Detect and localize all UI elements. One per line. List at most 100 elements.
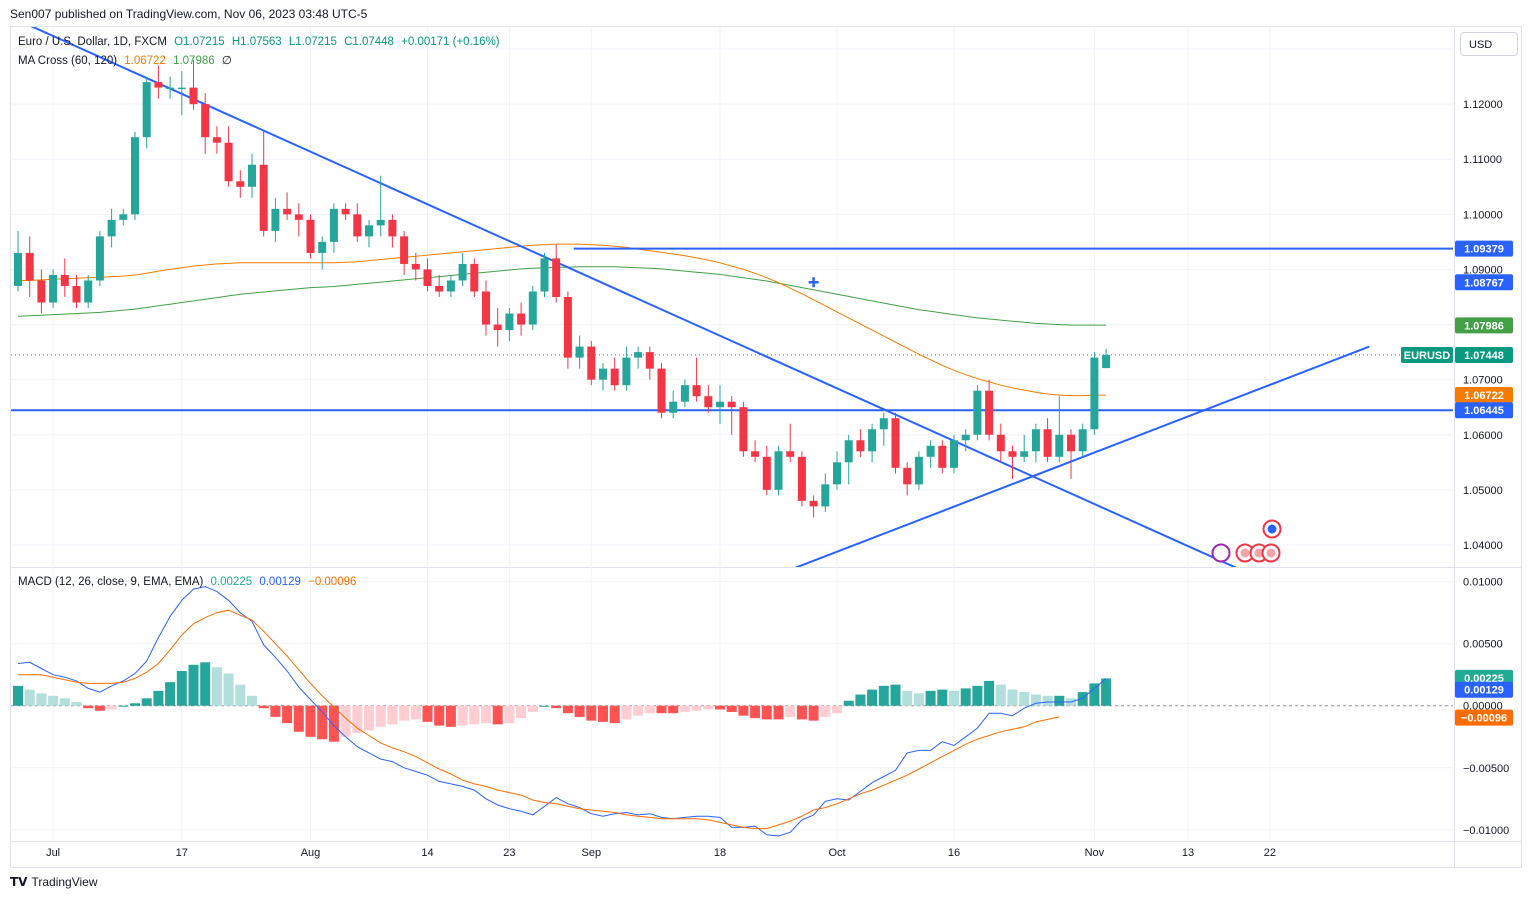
macd-histogram-bar: [668, 705, 679, 714]
macd-histogram-bar: [317, 705, 328, 740]
candle-body: [294, 214, 303, 220]
macd-histogram-bar: [574, 705, 585, 717]
candle-body: [400, 236, 409, 264]
macd-histogram-bar: [141, 698, 152, 706]
macd-histogram-bar: [913, 693, 924, 706]
macd-histogram-bar: [200, 662, 211, 706]
macd-histogram-bar: [270, 705, 281, 717]
macd-histogram-bar: [223, 673, 234, 706]
macd-histogram-bar: [106, 705, 117, 710]
macd-histogram-bar: [586, 705, 597, 721]
macd-histogram-bar: [1101, 678, 1112, 706]
candle-body: [1102, 354, 1111, 369]
macd-histogram-bar: [445, 705, 456, 727]
macd-histogram-bar: [890, 684, 901, 706]
price-axis-label-bg: [1455, 274, 1513, 291]
macd-histogram-bar: [1019, 692, 1030, 706]
macd-histogram-bar: [305, 705, 316, 737]
candle-body: [634, 352, 643, 358]
candle-body: [212, 137, 221, 143]
top-bar: Sen007 published on TradingView.com, Nov…: [0, 0, 1531, 26]
macd-histogram-bar: [235, 684, 246, 706]
macd-signal-line: [18, 609, 1060, 830]
macd-histogram-bar: [726, 705, 737, 712]
candle-body: [774, 451, 783, 490]
price-tick-label: 1.05000: [1463, 485, 1503, 497]
macd-histogram-bar: [399, 705, 410, 721]
candle-body: [517, 313, 526, 325]
price-tick-label: 1.06000: [1463, 430, 1503, 442]
time-tick-label: 16: [948, 847, 960, 859]
macd-histogram-bar: [633, 705, 644, 716]
candle-body: [376, 219, 385, 226]
grid: [11, 27, 1521, 867]
macd-histogram-bar: [1089, 683, 1100, 706]
macd-histogram-bar: [937, 689, 948, 706]
candle-body: [119, 214, 128, 220]
price-axis-label: 1.07986: [1464, 320, 1504, 332]
footer-brand[interactable]: 𝗧𝗩 TradingView: [10, 875, 98, 889]
candle-body: [692, 385, 701, 397]
candle-body: [797, 456, 806, 501]
price-tick-label: 1.04000: [1463, 540, 1503, 552]
candle-body: [727, 401, 736, 408]
candle-body: [786, 451, 795, 457]
macd-histogram-bar: [282, 705, 293, 724]
ma-slow-line: [17, 266, 1107, 326]
macd-histogram-bar: [1030, 694, 1041, 706]
time-tick-label: Jul: [46, 847, 60, 859]
macd-histogram-bar: [24, 689, 35, 706]
candle-body: [49, 274, 58, 303]
macd-histogram-bar: [258, 705, 269, 709]
candle-body: [751, 451, 760, 457]
candle-body: [938, 445, 947, 468]
macd-histogram-bar: [469, 705, 480, 725]
legend-ma-slow: 1.07986: [173, 55, 215, 67]
us-flag-icon-fill: [1254, 548, 1264, 558]
legend-ma[interactable]: MA Cross (60, 120) 1.06722 1.07986 ∅: [18, 53, 236, 67]
macd-line: [17, 586, 1107, 837]
macd-histogram-bar: [457, 705, 468, 726]
macd-histogram-bar: [539, 705, 550, 707]
symbol-tag-bg: [1401, 346, 1453, 363]
candle-body: [189, 87, 198, 105]
macd-histogram-bar: [832, 705, 842, 714]
candle-body: [680, 385, 689, 402]
time-tick-label: 13: [1182, 847, 1194, 859]
macd-histogram-bar: [995, 684, 1006, 706]
macd-tick-label: 0.00500: [1463, 639, 1503, 651]
legend-macd[interactable]: MACD (12, 26, close, 9, EMA, EMA) 0.0022…: [18, 576, 360, 588]
legend-macd-signal: −0.00096: [308, 576, 357, 588]
macd-histogram-bar: [960, 688, 971, 706]
trend-lines: [11, 27, 1453, 567]
macd-tick-label: −0.01000: [1463, 825, 1509, 837]
candle-body: [833, 462, 841, 485]
indicator-lines: [11, 243, 1453, 837]
macd-histogram-bar: [481, 705, 491, 724]
candle-body: [142, 82, 151, 138]
ma-fast-line: [18, 243, 1107, 397]
candle-body: [341, 208, 350, 215]
currency-button[interactable]: USD: [1460, 32, 1518, 56]
candle-body: [493, 324, 502, 331]
price-axis-label: 1.09379: [1464, 244, 1504, 256]
candle-body: [563, 297, 572, 358]
candle-body: [1090, 357, 1099, 430]
candle-body: [259, 164, 268, 231]
legend-ma-extra: ∅: [221, 55, 232, 67]
candle-body: [973, 390, 982, 435]
candle-body: [1020, 451, 1029, 457]
legend-symbol: Euro / U.S. Dollar, 1D, FXCM: [18, 36, 167, 48]
candle-body: [868, 429, 877, 452]
legend-ma-label: MA Cross (60, 120): [18, 55, 118, 67]
lightning-icon-fill: [1216, 548, 1226, 558]
price-tick-label: 1.10000: [1463, 209, 1503, 221]
price-axis-label-bg: [1455, 386, 1513, 403]
macd-histogram-bar: [211, 667, 222, 706]
candle-body: [154, 82, 163, 88]
macd-histogram-bar: [949, 690, 959, 706]
eu-flag-icon-fill: [1267, 524, 1277, 534]
candle-body: [657, 368, 666, 413]
macd-histogram-bar: [176, 670, 187, 706]
